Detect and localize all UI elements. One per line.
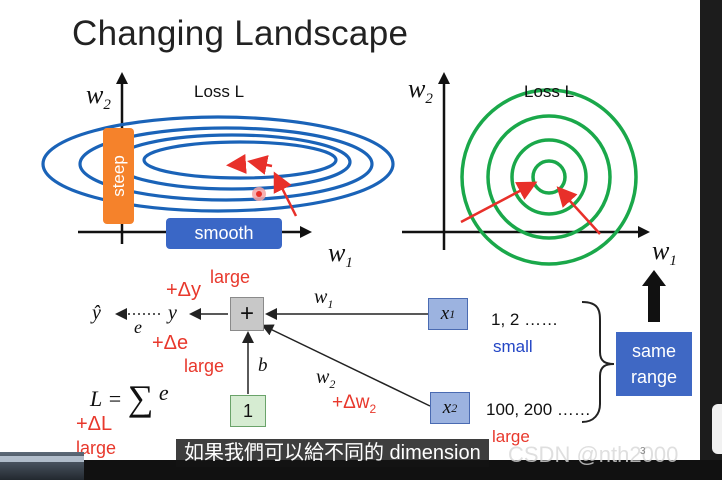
y-label: y <box>168 302 177 324</box>
slide-title: Changing Landscape <box>72 14 409 53</box>
right-contour-circles <box>460 88 638 266</box>
x2-size-label: large <box>492 427 530 446</box>
circle-ring-2 <box>486 114 612 240</box>
large-label-top: large <box>210 267 251 287</box>
page-number: 3 <box>640 446 646 457</box>
delta-e-label: +Δe <box>152 332 189 354</box>
range-brace <box>581 301 615 423</box>
video-subtitle: 如果我們可以給不同的 dimension <box>176 439 489 467</box>
right-gradient-arrows <box>460 181 601 235</box>
side-panel-tab[interactable] <box>712 404 722 454</box>
left-contour-ellipses <box>41 115 395 213</box>
watermark: CSDN @nth2000 <box>508 442 679 467</box>
right-w1-axis-label: w1 <box>652 236 677 270</box>
right-loss-label: Loss L <box>524 82 575 101</box>
circle-ring-1 <box>460 88 638 266</box>
same-range-box: same range <box>616 332 692 396</box>
circle-ring-3 <box>510 138 588 216</box>
x2-values: 100, 200 …… <box>486 400 591 419</box>
large-label-mid: large <box>184 356 225 376</box>
y-hat-label: ŷ <box>92 302 101 324</box>
steep-label: steep <box>108 155 128 197</box>
left-w1-axis-label: w1 <box>328 238 353 272</box>
smooth-label-box: smooth <box>166 218 282 249</box>
delta-w2-label: +Δw2 <box>332 392 377 416</box>
steep-label-box: steep <box>103 128 134 224</box>
e-label: e <box>134 317 142 337</box>
left-w2-axis-label: w2 <box>86 80 111 114</box>
bias-label: b <box>258 355 268 376</box>
slide: Changing Landscape <box>41 14 692 458</box>
sum-node: + <box>230 297 264 331</box>
left-gradient-path <box>226 154 298 217</box>
delta-L-label: +ΔL <box>76 413 113 435</box>
same-range-line2: range <box>630 367 678 387</box>
network-connections <box>115 308 431 407</box>
ellipse-ring-4 <box>142 140 338 180</box>
bottom-left-thumbnail <box>0 452 84 480</box>
x1-size-label: small <box>493 337 533 356</box>
large-label-bottom: large <box>76 438 117 458</box>
left-loss-label: Loss L <box>194 82 245 101</box>
delta-y-label: +Δy <box>166 279 202 301</box>
window-right-edge <box>700 0 722 480</box>
ellipse-ring-1 <box>41 115 395 213</box>
w2-weight-label: w2 <box>316 366 336 391</box>
w1-weight-label: w1 <box>314 286 334 311</box>
ellipse-ring-2 <box>78 126 374 202</box>
bias-input-node: 1 <box>230 395 266 427</box>
same-range-line1: same <box>631 341 676 361</box>
loss-formula: L = ∑ e <box>90 378 169 418</box>
up-arrow <box>642 270 666 322</box>
circle-ring-4 <box>531 159 567 195</box>
right-w2-axis-label: w2 <box>408 74 433 108</box>
x1-values: 1, 2 …… <box>491 310 559 329</box>
